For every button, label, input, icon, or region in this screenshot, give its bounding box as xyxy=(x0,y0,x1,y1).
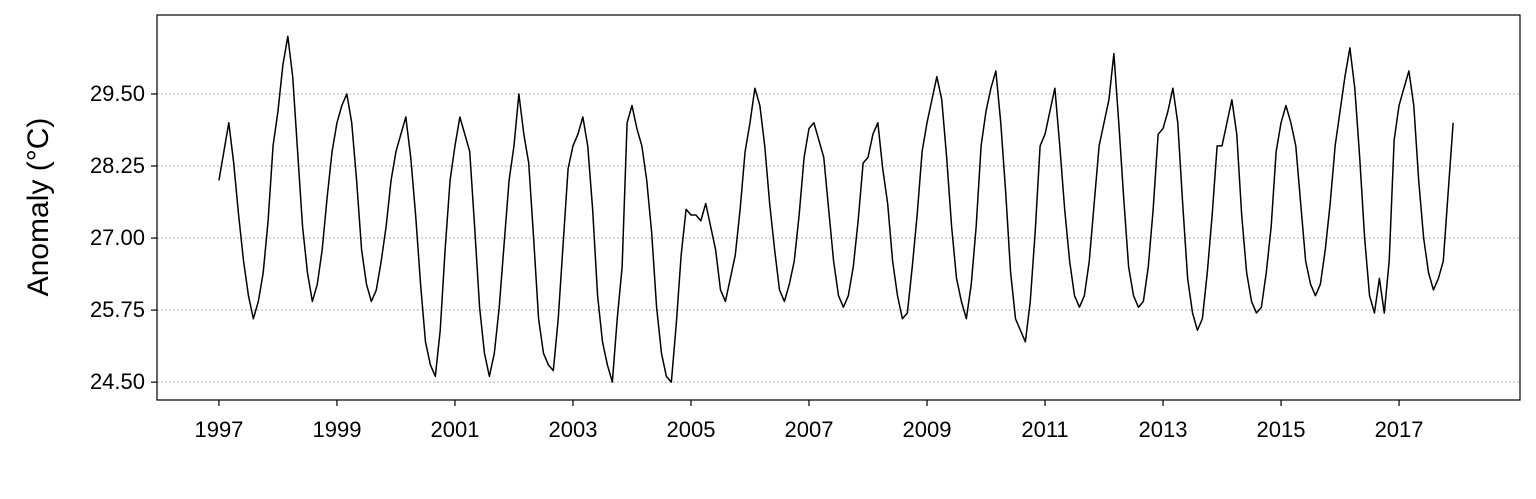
x-tick-label: 2007 xyxy=(785,417,834,442)
y-tick-label: 25.75 xyxy=(90,297,145,322)
x-tick-label: 2005 xyxy=(667,417,716,442)
x-tick-label: 2009 xyxy=(903,417,952,442)
data-line xyxy=(218,35,1454,383)
x-tick-label: 2001 xyxy=(430,417,479,442)
x-tick-label: 2003 xyxy=(549,417,598,442)
y-tick-label: 24.50 xyxy=(90,369,145,394)
y-tick-label: 29.50 xyxy=(90,81,145,106)
x-tick-label: 2015 xyxy=(1257,417,1306,442)
y-axis-label: Anomaly (°C) xyxy=(22,118,55,297)
y-tick-label: 28.25 xyxy=(90,153,145,178)
x-tick-label: 2017 xyxy=(1375,417,1424,442)
x-tick-label: 1997 xyxy=(194,417,243,442)
y-tick-label: 27.00 xyxy=(90,225,145,250)
x-tick-label: 2011 xyxy=(1021,417,1068,442)
x-tick-label: 1999 xyxy=(312,417,361,442)
x-tick-label: 2013 xyxy=(1139,417,1188,442)
plot-border xyxy=(156,14,1521,401)
